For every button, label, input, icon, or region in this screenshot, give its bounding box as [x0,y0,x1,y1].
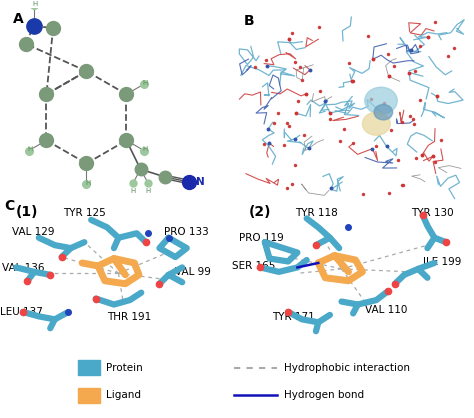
Bar [79,387,100,403]
Text: SER 165: SER 165 [232,262,276,271]
Text: H: H [85,180,91,186]
Text: VAL 136: VAL 136 [2,263,45,273]
Text: B: B [244,14,255,28]
Text: H: H [27,146,33,153]
Circle shape [365,87,397,114]
Circle shape [374,104,392,120]
Text: H: H [32,1,37,7]
Text: H: H [130,189,136,194]
Text: TYR 118: TYR 118 [295,208,338,218]
Text: Protein: Protein [106,363,143,373]
Text: VAL 99: VAL 99 [175,268,211,278]
Text: H: H [143,146,148,153]
Text: Hydrophobic interaction: Hydrophobic interaction [284,363,410,373]
Text: A: A [13,12,23,25]
Text: C: C [5,199,15,212]
Text: N: N [196,177,205,187]
Circle shape [363,112,390,135]
Text: Ligand: Ligand [106,390,141,400]
Text: TYR 125: TYR 125 [63,208,106,218]
Text: PRO 133: PRO 133 [164,227,209,237]
Text: (1): (1) [16,205,38,219]
Text: VAL 110: VAL 110 [365,304,407,314]
Text: TYR 130: TYR 130 [411,208,454,218]
Text: H: H [143,80,148,86]
Text: THR 191: THR 191 [107,312,151,322]
Bar [79,360,100,375]
Text: ILE 199: ILE 199 [423,257,461,267]
Text: LEU 137: LEU 137 [0,308,43,318]
Text: VAL 129: VAL 129 [11,227,54,237]
Text: PRO 119: PRO 119 [239,233,284,243]
Text: (2): (2) [248,205,271,219]
Text: Hydrogen bond: Hydrogen bond [284,390,365,400]
Text: TYR 171: TYR 171 [272,312,315,322]
Text: H: H [146,189,151,194]
